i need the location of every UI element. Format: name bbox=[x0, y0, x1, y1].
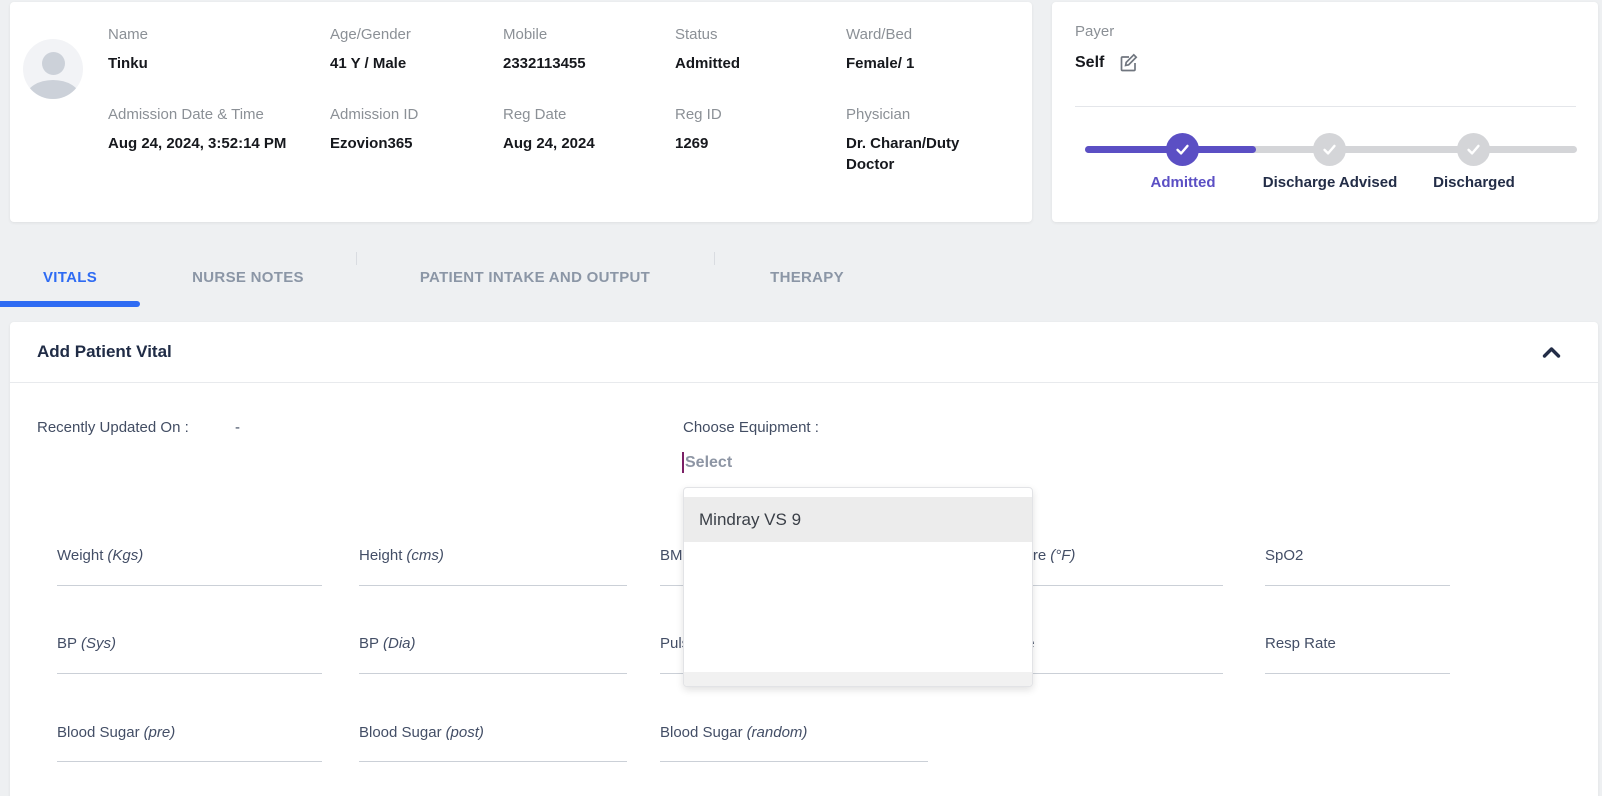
equipment-select-input[interactable]: Select bbox=[682, 452, 1027, 473]
tab-separator bbox=[356, 252, 357, 265]
payer-label: Payer bbox=[1075, 23, 1115, 40]
patient-field-admission-id: Admission ID Ezovion365 bbox=[330, 106, 503, 175]
field-value: 1269 bbox=[675, 135, 709, 152]
vital-card-header[interactable]: Add Patient Vital bbox=[10, 322, 1598, 383]
recently-updated-value: - bbox=[234, 419, 240, 436]
field-label: Reg Date bbox=[503, 106, 567, 123]
field-unit: (cms) bbox=[406, 547, 444, 564]
field-unit: (°F) bbox=[1050, 547, 1076, 564]
section-title: Add Patient Vital bbox=[37, 342, 172, 361]
tab-separator bbox=[714, 252, 715, 265]
tab-nurse-notes[interactable]: NURSE NOTES bbox=[192, 268, 304, 286]
dropdown-footer-strip bbox=[684, 672, 1032, 686]
patient-field-age-gender: Age/Gender 41 Y / Male bbox=[330, 26, 503, 74]
field-label: Status bbox=[675, 26, 718, 43]
input-weight[interactable]: Weight (Kgs) bbox=[57, 547, 322, 586]
field-name: Weight bbox=[57, 547, 104, 564]
input-blood-sugar-random[interactable]: Blood Sugar (random) bbox=[660, 724, 928, 762]
top-row: Name Tinku Age/Gender 41 Y / Male Mobile… bbox=[0, 0, 1602, 222]
step-discharge-advised-icon bbox=[1313, 133, 1346, 166]
input-blood-sugar-pre[interactable]: Blood Sugar (pre) bbox=[57, 724, 322, 762]
field-value: 41 Y / Male bbox=[330, 55, 407, 72]
equipment-option-mindray-vs-9[interactable]: Mindray VS 9 bbox=[684, 497, 1032, 542]
field-value: Tinku bbox=[108, 55, 148, 72]
field-name: Resp Rate bbox=[1265, 635, 1336, 652]
field-unit: (Sys) bbox=[81, 635, 117, 652]
field-label: Age/Gender bbox=[330, 26, 411, 43]
tab-therapy[interactable]: THERAPY bbox=[770, 268, 844, 286]
collapse-chevron-up-icon[interactable] bbox=[1539, 341, 1564, 368]
field-name: BP bbox=[359, 635, 380, 652]
equipment-dropdown: Mindray VS 9 bbox=[683, 487, 1033, 687]
field-name: Height bbox=[359, 547, 403, 564]
input-spo2[interactable]: SpO2 bbox=[1265, 547, 1450, 586]
field-name: Blood Sugar bbox=[57, 724, 140, 741]
field-unit: (Kgs) bbox=[107, 547, 144, 564]
edit-payer-icon[interactable] bbox=[1118, 52, 1139, 73]
patient-avatar bbox=[23, 39, 83, 99]
field-label: Reg ID bbox=[675, 106, 722, 123]
payer-divider bbox=[1075, 106, 1576, 107]
field-value: Female/ 1 bbox=[846, 55, 915, 72]
patient-field-name: Name Tinku bbox=[108, 26, 330, 74]
choose-equipment-label: Choose Equipment : bbox=[683, 419, 819, 436]
step-label-discharge-advised: Discharge Advised bbox=[1262, 174, 1398, 191]
avatar-shoulders-shape bbox=[26, 80, 80, 99]
field-value: Admitted bbox=[675, 55, 740, 72]
field-label: Admission Date & Time bbox=[108, 106, 264, 123]
field-name: Blood Sugar bbox=[359, 724, 442, 741]
field-label: Ward/Bed bbox=[846, 26, 913, 43]
field-unit: (post) bbox=[445, 724, 484, 741]
field-name: SpO2 bbox=[1265, 547, 1304, 564]
tab-vitals[interactable]: VITALS bbox=[42, 268, 98, 286]
field-name: Blood Sugar bbox=[660, 724, 743, 741]
field-label: Physician bbox=[846, 106, 911, 123]
payer-value-row: Self bbox=[1075, 52, 1139, 73]
payer-status-card: Payer Self Admitted Discharge Advised Di… bbox=[1052, 2, 1598, 222]
step-discharged-icon bbox=[1457, 133, 1490, 166]
step-label-discharged: Discharged bbox=[1433, 174, 1515, 191]
payer-value: Self bbox=[1075, 53, 1105, 71]
field-value: Aug 24, 2024, 3:52:14 PM bbox=[108, 135, 287, 152]
tab-patient-intake-and-output[interactable]: PATIENT INTAKE AND OUTPUT bbox=[419, 268, 651, 286]
field-name: BMI bbox=[660, 547, 687, 564]
patient-info-grid: Name Tinku Age/Gender 41 Y / Male Mobile… bbox=[108, 26, 996, 175]
field-label: Mobile bbox=[503, 26, 548, 43]
patient-info-card: Name Tinku Age/Gender 41 Y / Male Mobile… bbox=[10, 2, 1032, 222]
input-resp-rate[interactable]: Resp Rate bbox=[1265, 635, 1450, 674]
field-label: Admission ID bbox=[330, 106, 419, 123]
field-name: BP bbox=[57, 635, 78, 652]
equipment-select-placeholder: Select bbox=[685, 453, 733, 471]
recently-updated-label: Recently Updated On : bbox=[37, 419, 189, 436]
step-admitted-icon bbox=[1166, 133, 1199, 166]
input-bp-dia[interactable]: BP (Dia) bbox=[359, 635, 627, 674]
field-value: 2332113455 bbox=[503, 55, 586, 72]
patient-field-physician: Physician Dr. Charan/Duty Doctor bbox=[846, 106, 996, 175]
field-label: Name bbox=[108, 26, 149, 43]
input-height[interactable]: Height (cms) bbox=[359, 547, 627, 586]
text-caret bbox=[682, 452, 684, 473]
patient-field-status: Status Admitted bbox=[675, 26, 846, 74]
field-unit: (Dia) bbox=[383, 635, 416, 652]
input-bp-sys[interactable]: BP (Sys) bbox=[57, 635, 322, 674]
field-value: Aug 24, 2024 bbox=[503, 135, 595, 152]
patient-field-reg-id: Reg ID 1269 bbox=[675, 106, 846, 175]
patient-field-ward-bed: Ward/Bed Female/ 1 bbox=[846, 26, 996, 74]
input-blood-sugar-post[interactable]: Blood Sugar (post) bbox=[359, 724, 627, 762]
patient-field-mobile: Mobile 2332113455 bbox=[503, 26, 675, 74]
patient-field-reg-date: Reg Date Aug 24, 2024 bbox=[503, 106, 675, 175]
field-value: Dr. Charan/Duty Doctor bbox=[846, 135, 960, 173]
field-unit: (pre) bbox=[143, 724, 176, 741]
tab-bar: VITALS NURSE NOTES PATIENT INTAKE AND OU… bbox=[0, 247, 1602, 307]
field-unit: (random) bbox=[746, 724, 808, 741]
patient-field-admission-datetime: Admission Date & Time Aug 24, 2024, 3:52… bbox=[108, 106, 330, 175]
step-label-admitted: Admitted bbox=[1150, 174, 1216, 191]
active-tab-indicator bbox=[0, 301, 140, 307]
field-value: Ezovion365 bbox=[330, 135, 413, 152]
avatar-head-shape bbox=[42, 52, 65, 75]
recently-updated-row: Recently Updated On : - bbox=[37, 419, 240, 436]
